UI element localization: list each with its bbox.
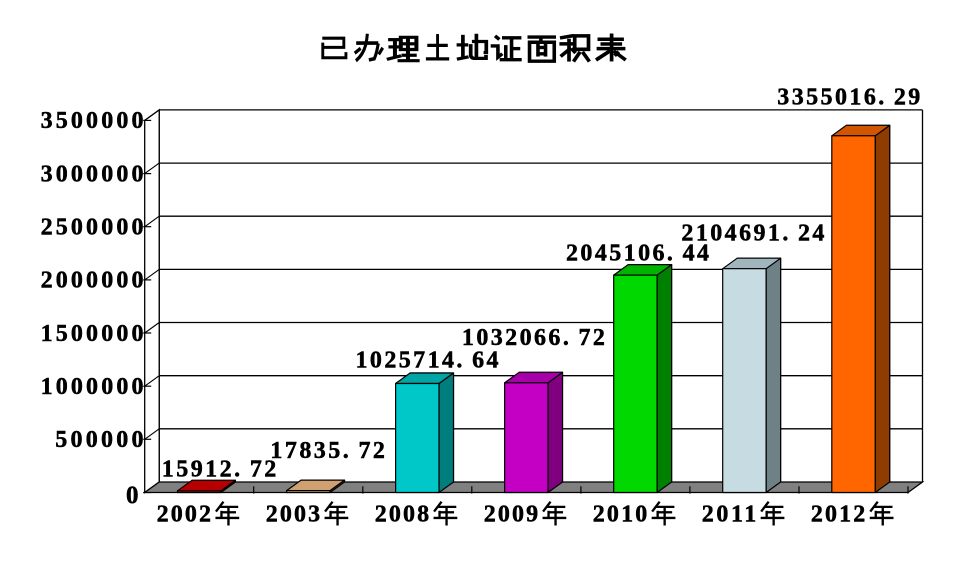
svg-text:1032066. 72: 1032066. 72 xyxy=(462,325,605,351)
svg-text:2500000: 2500000 xyxy=(41,215,144,241)
svg-text:1500000: 1500000 xyxy=(41,321,144,347)
svg-text:3000000: 3000000 xyxy=(41,161,144,187)
svg-text:0: 0 xyxy=(126,482,139,509)
svg-text:17835. 72: 17835. 72 xyxy=(270,438,385,464)
svg-text:3355016. 29: 3355016. 29 xyxy=(777,84,920,110)
svg-text:1025714. 64: 1025714. 64 xyxy=(356,348,499,374)
svg-text:1000000: 1000000 xyxy=(41,374,144,400)
svg-text:2045106. 44: 2045106. 44 xyxy=(566,240,709,266)
svg-text:2000000: 2000000 xyxy=(41,268,144,294)
svg-text:15912. 72: 15912. 72 xyxy=(162,457,276,483)
svg-text:2104691. 24: 2104691. 24 xyxy=(681,221,824,247)
svg-text:3500000: 3500000 xyxy=(41,108,144,134)
